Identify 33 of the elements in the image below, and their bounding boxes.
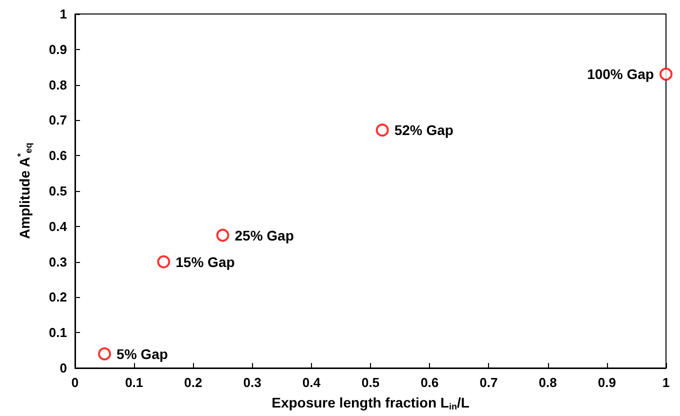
x-tick-label: 0.7 — [480, 375, 498, 390]
point — [660, 68, 672, 81]
y-axis-title: Amplitude A*eq — [16, 142, 34, 239]
x-tick-label: 1 — [662, 375, 670, 390]
y-tick-label: 0.1 — [48, 325, 67, 340]
y-tick-label: 0.8 — [48, 77, 67, 92]
point — [376, 124, 389, 137]
y-tick-label: 0.3 — [48, 254, 67, 270]
x-tick-label: 0.3 — [243, 375, 262, 390]
x-tick-label: 0.5 — [361, 375, 380, 390]
y-tick-label: 0.6 — [48, 148, 67, 164]
annotation: 100% Gap — [587, 66, 654, 82]
annotation: 25% Gap — [234, 227, 294, 244]
y-tick-label: 0.5 — [48, 184, 67, 198]
x-tick-label: 0.8 — [538, 375, 557, 390]
x-tick-label: 0.2 — [184, 375, 202, 390]
y-tick-label: 0.9 — [48, 42, 67, 57]
x-tick-label: 0.9 — [598, 375, 616, 390]
y-tick-label: 1 — [60, 6, 67, 22]
y-tick-label: 0.2 — [48, 290, 67, 305]
x-tick-label: 0.6 — [420, 375, 439, 390]
x-tick-label: 0.4 — [302, 375, 322, 390]
point — [216, 228, 230, 242]
y-tick-label: 0 — [60, 360, 67, 376]
point — [157, 255, 170, 268]
annotation: 15% Gap — [176, 254, 235, 270]
y-tick-label: 0.4 — [48, 218, 68, 234]
point — [98, 347, 112, 360]
y-tick-label: 0.7 — [48, 112, 67, 128]
x-tick-label: 0.1 — [125, 375, 144, 390]
annotation: 5% Gap — [116, 346, 168, 362]
annotation: 52% Gap — [394, 122, 454, 138]
x-tick-label: 0 — [71, 375, 79, 390]
